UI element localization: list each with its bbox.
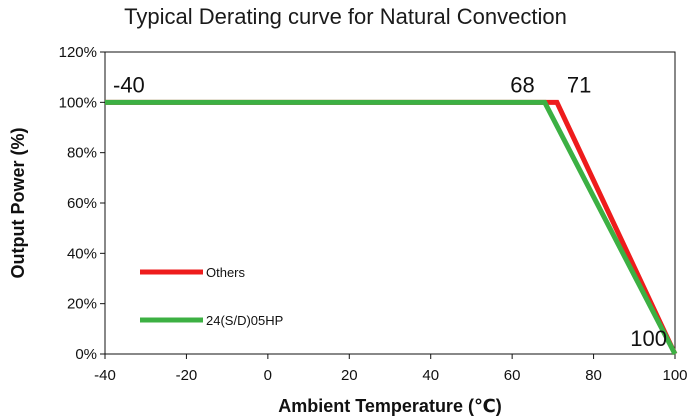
y-tick-label: 120% bbox=[59, 44, 97, 61]
series-line-others bbox=[105, 99, 678, 356]
x-tick-label: 40 bbox=[422, 367, 439, 384]
series-line-24-s-d-05hp bbox=[105, 99, 678, 356]
x-tick-label: -40 bbox=[94, 367, 116, 384]
annotation-label: -40 bbox=[113, 72, 145, 97]
y-tick-label: 100% bbox=[59, 94, 97, 111]
x-tick-label: 100 bbox=[662, 367, 687, 384]
x-tick-label: 20 bbox=[341, 367, 358, 384]
legend-label-others: Others bbox=[206, 265, 246, 280]
y-tick-label: 20% bbox=[67, 296, 97, 313]
y-tick-label: 0% bbox=[75, 346, 97, 363]
y-axis-title: Output Power (%) bbox=[8, 128, 28, 279]
annotation-layer: -40 68 71 100 bbox=[113, 72, 667, 351]
x-tick-label: 60 bbox=[504, 367, 521, 384]
y-tick-label: 60% bbox=[67, 195, 97, 212]
annotation-label: 68 bbox=[510, 72, 534, 97]
y-tick-label: 80% bbox=[67, 145, 97, 162]
x-axis-ticks: -40 -20 0 20 40 60 80 100 bbox=[94, 354, 688, 384]
y-tick-label: 40% bbox=[67, 245, 97, 262]
series-layer bbox=[105, 99, 678, 356]
legend-label-24-s-d-05hp: 24(S/D)05HP bbox=[206, 313, 283, 328]
y-axis-ticks: 0% 20% 40% 60% 80% 100% 120% bbox=[59, 44, 105, 363]
chart-title: Typical Derating curve for Natural Conve… bbox=[124, 4, 567, 29]
x-axis-title: Ambient Temperature (℃) bbox=[278, 396, 502, 416]
x-tick-label: -20 bbox=[176, 367, 198, 384]
legend: Others 24(S/D)05HP bbox=[140, 265, 283, 328]
annotation-label: 71 bbox=[567, 72, 591, 97]
x-tick-label: 0 bbox=[264, 367, 272, 384]
annotation-label: 100 bbox=[630, 326, 667, 351]
x-tick-label: 80 bbox=[585, 367, 602, 384]
